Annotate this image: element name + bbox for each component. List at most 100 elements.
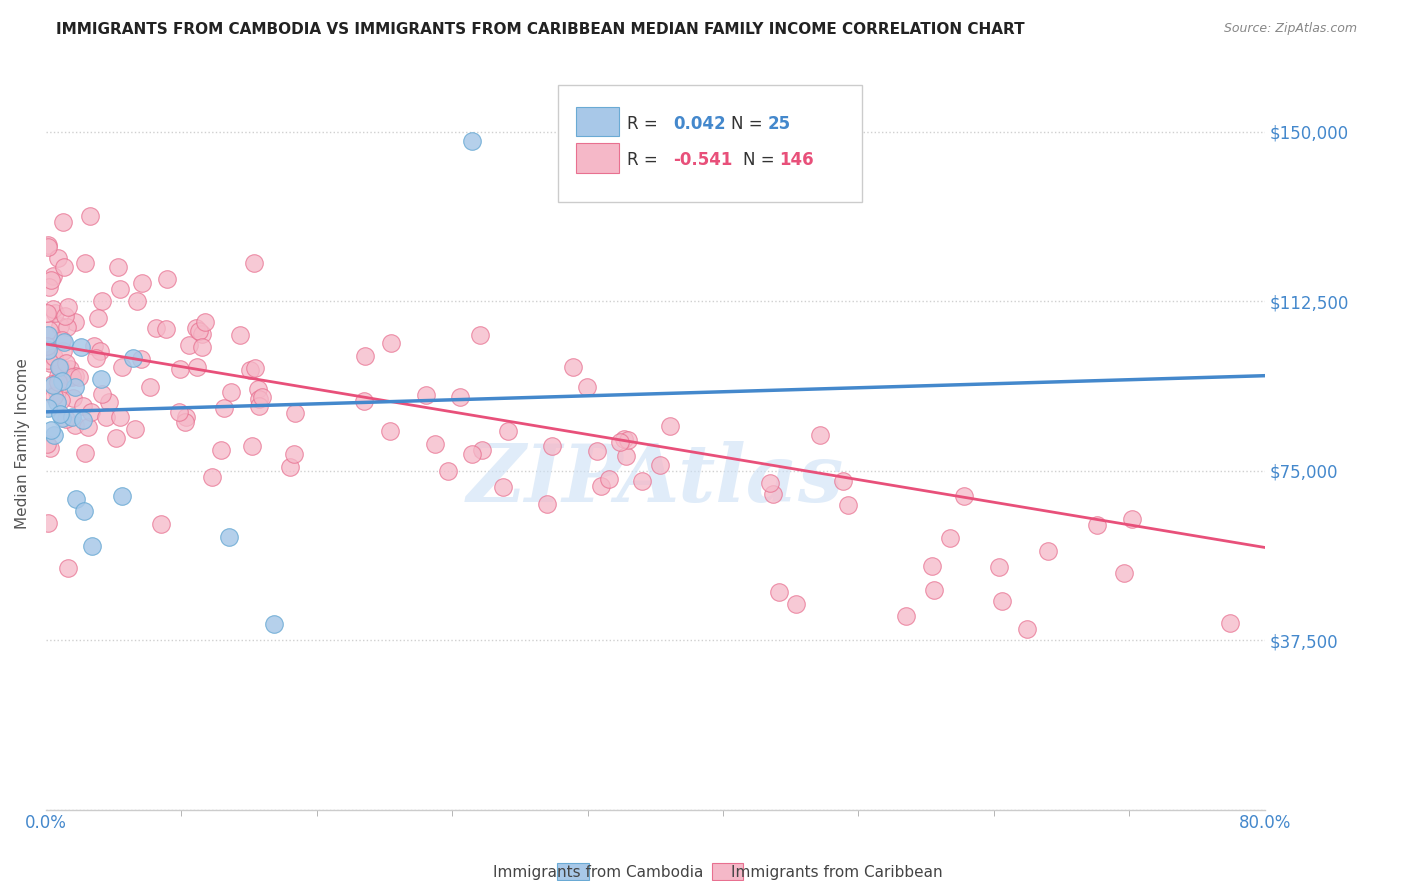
Point [75, 256, 97, 270]
Point [179, 337, 201, 351]
Point [37, 339, 59, 353]
Point [86, 310, 108, 325]
Text: 25: 25 [768, 114, 790, 133]
Point [191, 340, 214, 354]
Point [471, 442, 494, 457]
Point [1114, 566, 1136, 581]
Point [837, 498, 859, 512]
Point [808, 428, 831, 442]
Point [48, 360, 70, 375]
Point [613, 432, 636, 446]
Point [658, 419, 681, 434]
Point [614, 449, 637, 463]
Point [952, 489, 974, 503]
Point [37, 401, 59, 416]
Point [83, 339, 105, 353]
Point [832, 474, 855, 488]
Point [762, 486, 785, 500]
Point [1121, 512, 1143, 526]
Point [124, 422, 146, 436]
Point [38, 323, 60, 337]
Point [52, 344, 75, 359]
Point [188, 324, 211, 338]
Point [139, 380, 162, 394]
Point [51, 392, 73, 407]
Point [37, 353, 59, 368]
Point [51, 374, 73, 388]
Text: Source: ZipAtlas.com: Source: ZipAtlas.com [1223, 22, 1357, 36]
Point [42, 428, 65, 442]
Text: ZIPAtlas: ZIPAtlas [467, 442, 844, 519]
FancyBboxPatch shape [558, 85, 862, 202]
Point [44, 389, 66, 403]
Point [131, 276, 153, 290]
Point [576, 380, 599, 394]
Point [129, 351, 152, 366]
Point [79, 209, 101, 223]
Point [37, 305, 59, 319]
Text: 0.042: 0.042 [673, 114, 725, 133]
Point [51, 411, 73, 425]
Point [218, 530, 240, 544]
Point [63, 315, 86, 329]
Point [149, 516, 172, 531]
Point [37, 437, 59, 451]
Point [44, 306, 66, 320]
Point [37, 240, 59, 254]
Point [247, 400, 270, 414]
Point [785, 597, 807, 611]
Point [84, 351, 107, 365]
Point [240, 439, 263, 453]
Point [97, 395, 120, 409]
Point [65, 380, 87, 394]
Point [58, 561, 80, 575]
Point [45, 384, 67, 399]
Point [278, 460, 301, 475]
Point [44, 350, 66, 364]
Point [52, 334, 75, 349]
Point [89, 343, 111, 358]
Point [250, 390, 273, 404]
Point [65, 417, 87, 432]
Point [461, 447, 484, 461]
Point [589, 479, 612, 493]
Point [37, 327, 59, 342]
Point [1085, 517, 1108, 532]
Point [122, 351, 145, 365]
Point [450, 390, 472, 404]
Point [1036, 544, 1059, 558]
Point [759, 475, 782, 490]
Point [42, 378, 65, 392]
Point [991, 594, 1014, 608]
Point [125, 294, 148, 309]
Text: N =: N = [742, 151, 780, 169]
Point [59, 368, 82, 383]
Point [69, 340, 91, 354]
Text: R =: R = [627, 114, 664, 133]
Point [896, 608, 918, 623]
Point [631, 474, 654, 488]
Text: N =: N = [731, 114, 768, 133]
Point [598, 472, 620, 486]
Point [145, 320, 167, 334]
Point [73, 504, 96, 518]
Point [49, 319, 72, 334]
Point [167, 405, 190, 419]
Point [353, 393, 375, 408]
Point [39, 356, 62, 370]
Point [768, 585, 790, 599]
Text: R =: R = [627, 151, 664, 169]
Point [55, 356, 77, 370]
Point [247, 382, 270, 396]
Point [498, 425, 520, 439]
Point [52, 215, 75, 229]
Point [45, 395, 67, 409]
Point [156, 272, 179, 286]
Point [42, 301, 65, 316]
Point [263, 617, 285, 632]
Point [108, 282, 131, 296]
Point [617, 433, 640, 447]
Point [586, 443, 609, 458]
Point [37, 516, 59, 530]
Point [80, 539, 103, 553]
